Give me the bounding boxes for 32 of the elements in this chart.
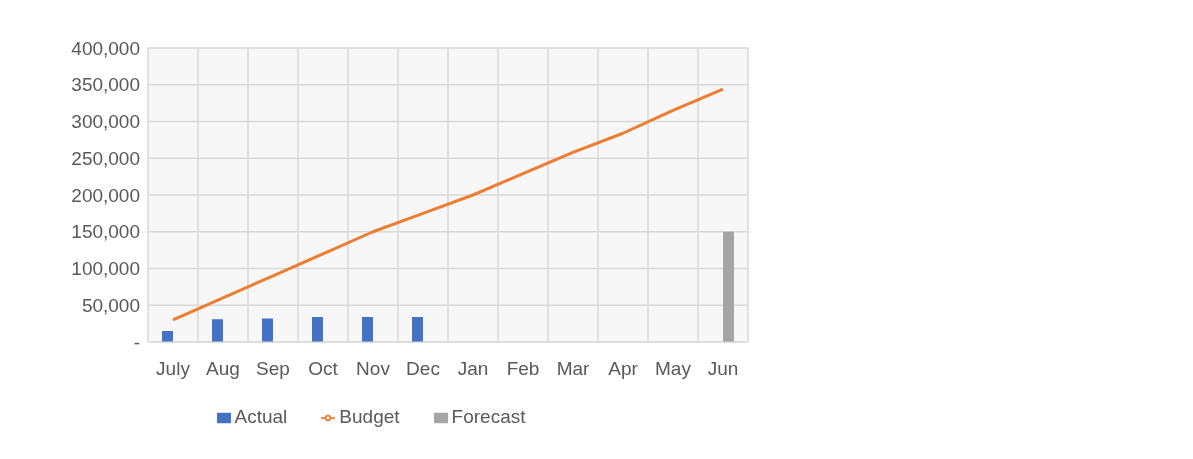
bar xyxy=(723,231,734,342)
y-tick-label: 200,000 xyxy=(71,184,140,206)
bar xyxy=(212,319,223,342)
x-tick-label: Oct xyxy=(308,358,339,380)
x-tick-label: Aug xyxy=(206,358,240,380)
bar xyxy=(162,330,173,342)
x-tick-label: Feb xyxy=(506,358,540,380)
x-tick-label: Mar xyxy=(556,358,591,380)
y-tick-label: 350,000 xyxy=(71,74,140,96)
y-tick-label: 100,000 xyxy=(71,258,140,280)
line-series xyxy=(171,87,725,322)
bar xyxy=(412,317,423,342)
x-tick-label: Sep xyxy=(256,358,290,380)
bar xyxy=(312,317,323,342)
y-tick-label: 150,000 xyxy=(71,221,140,243)
x-tick-label: Nov xyxy=(356,358,391,380)
x-tick-label: Jan xyxy=(457,358,489,380)
y-tick-label: 50,000 xyxy=(81,294,140,316)
y-tick-label: 400,000 xyxy=(71,37,140,59)
x-tick-label: Dec xyxy=(406,358,440,380)
y-tick-label: 250,000 xyxy=(71,147,140,169)
bar xyxy=(262,318,273,342)
legend-label: Actual xyxy=(234,406,288,427)
legend-label: Forecast xyxy=(451,406,526,427)
x-tick-label: May xyxy=(655,358,692,380)
x-tick-label: July xyxy=(156,358,191,380)
x-tick-label: Jun xyxy=(707,358,739,380)
bar xyxy=(362,317,373,342)
x-tick-label: Apr xyxy=(608,358,639,380)
legend-label: Budget xyxy=(339,406,400,427)
y-tick-label: 300,000 xyxy=(71,111,140,133)
y-tick-label: - xyxy=(133,331,140,353)
